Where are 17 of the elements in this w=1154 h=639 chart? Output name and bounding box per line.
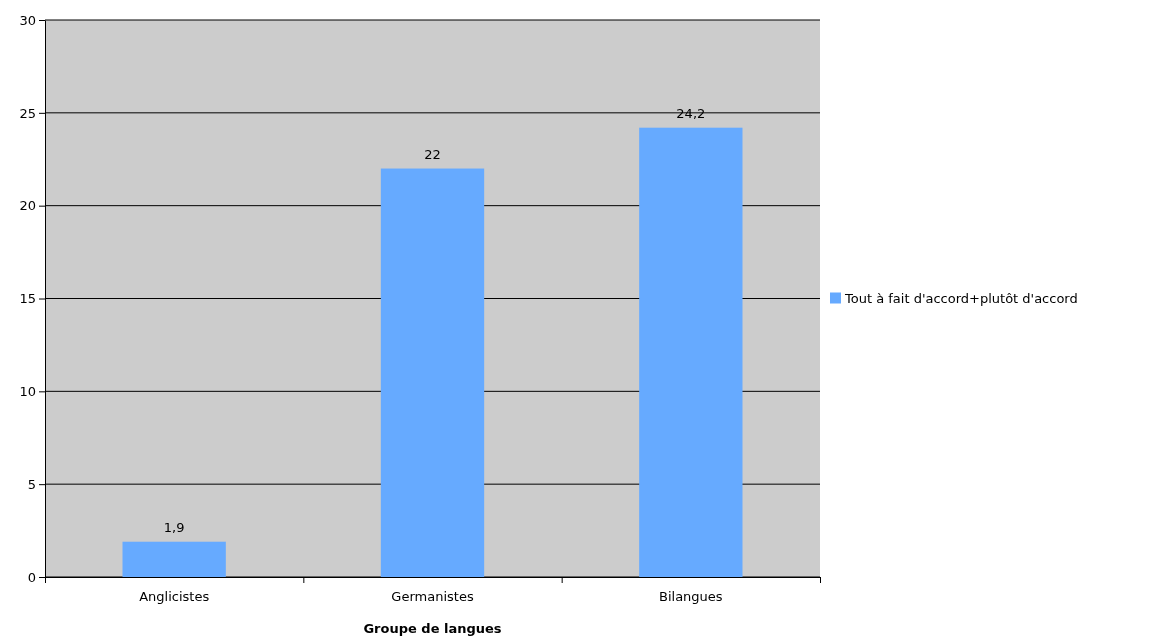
data-label: 22 — [424, 146, 441, 162]
bar — [639, 127, 743, 577]
y-tick-label: 20 — [19, 198, 36, 214]
x-tick-label: Bilangues — [659, 589, 723, 604]
y-tick-label: 5 — [27, 476, 36, 492]
y-tick-label: 10 — [19, 383, 36, 399]
y-tick-label: 0 — [27, 569, 36, 585]
y-tick-label: 25 — [19, 105, 36, 121]
x-tick-label: Germanistes — [391, 589, 474, 604]
legend-label: Tout à fait d'accord+plutôt d'accord — [844, 290, 1078, 306]
x-tick-label: Anglicistes — [139, 589, 210, 604]
data-label: 1,9 — [163, 519, 185, 535]
bar — [380, 168, 485, 577]
x-axis-title: Groupe de langues — [363, 621, 502, 636]
y-tick-label: 30 — [19, 12, 36, 28]
bar — [122, 541, 226, 577]
y-tick-label: 15 — [19, 291, 36, 307]
